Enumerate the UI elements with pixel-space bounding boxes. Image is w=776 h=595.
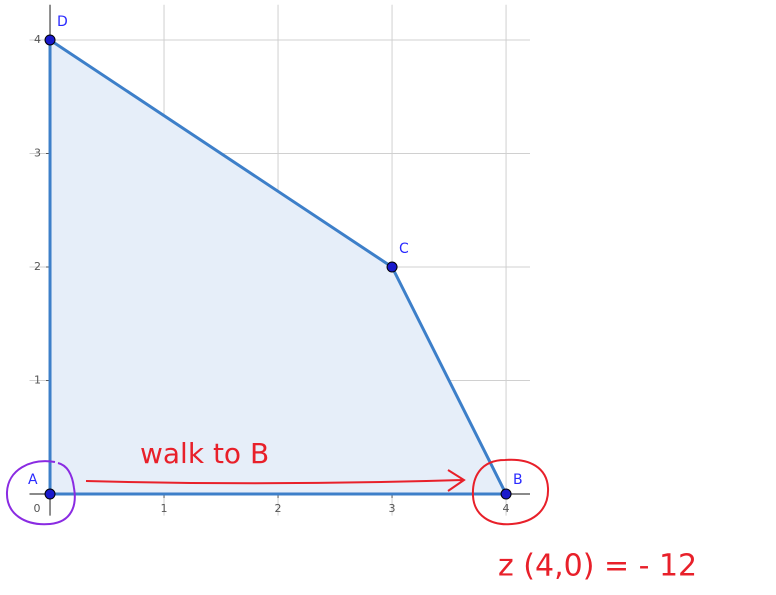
- x-tick-label: 4: [503, 502, 510, 515]
- annotation: z (4,0) = - 12: [498, 549, 697, 584]
- x-tick-label: 2: [275, 502, 282, 515]
- y-tick-label: 1: [34, 374, 41, 387]
- plot: A B C D: [28, 14, 523, 500]
- x-tick-label: 3: [389, 502, 396, 515]
- arrow: [85, 469, 466, 492]
- point: [44, 488, 56, 500]
- point: [500, 488, 512, 500]
- point: [386, 261, 398, 273]
- point-label: C: [399, 241, 409, 257]
- x-tick-label: 1: [161, 502, 168, 515]
- point: [44, 34, 56, 46]
- y-tick-label: 2: [34, 260, 41, 273]
- y-tick-label: 3: [34, 146, 41, 159]
- point-label: B: [513, 472, 523, 488]
- circle-b: [471, 458, 550, 526]
- circle-a: [5, 460, 76, 526]
- point-label: A: [28, 472, 38, 488]
- annotation: walk to B: [140, 437, 269, 470]
- y-tick-label: 4: [34, 33, 41, 46]
- point-label: D: [57, 14, 68, 30]
- x-tick-label: 0: [34, 502, 41, 515]
